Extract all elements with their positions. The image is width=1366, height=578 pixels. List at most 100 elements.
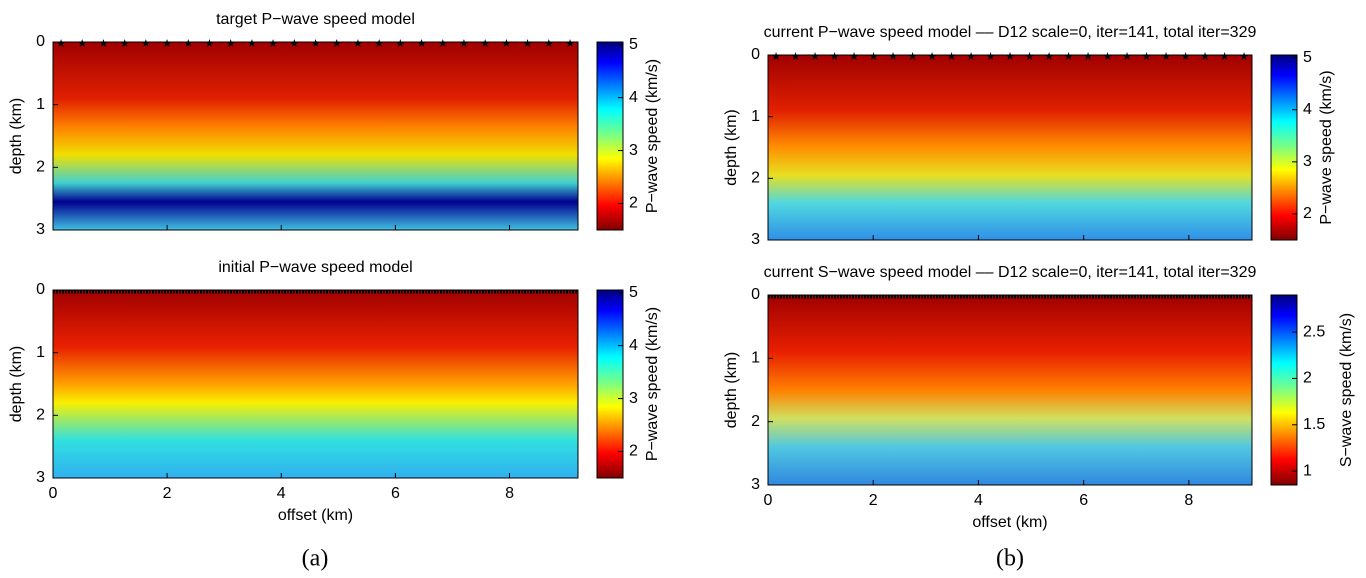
- y-tick-label: 3: [751, 476, 760, 493]
- source-marker: ★: [791, 51, 801, 63]
- y-tick-label: 0: [36, 33, 45, 50]
- x-tick-label: 2: [869, 492, 878, 509]
- source-marker: ★: [141, 38, 151, 50]
- colorbar-tick-label: 1: [1303, 462, 1312, 479]
- colorbar-label: P−wave speed (km/s): [644, 307, 661, 461]
- y-tick-label: 1: [36, 344, 45, 361]
- colorbar-tick-label: 2.5: [1303, 323, 1325, 340]
- colorbar-label: P−wave speed (km/s): [1318, 70, 1335, 224]
- y-tick-label: 3: [751, 231, 760, 248]
- source-marker: ★: [1161, 51, 1171, 63]
- y-tick-label: 0: [751, 286, 760, 303]
- field-image: [53, 290, 578, 478]
- field-image: [768, 55, 1252, 240]
- source-marker: ★: [908, 51, 918, 63]
- x-tick-label: 4: [974, 492, 983, 509]
- y-tick-label: 1: [36, 96, 45, 113]
- y-axis-label: depth (km): [8, 98, 25, 174]
- field-image: [768, 295, 1252, 485]
- colorbar-tick-label: 3: [629, 142, 638, 159]
- source-marker: ★: [247, 38, 257, 50]
- source-marker: ★: [77, 38, 87, 50]
- colorbar-label: P−wave speed (km/s): [644, 59, 661, 213]
- source-marker: ★: [289, 38, 299, 50]
- source-marker: ★: [1005, 51, 1015, 63]
- y-tick-label: 1: [751, 108, 760, 125]
- source-marker: ★: [830, 51, 840, 63]
- y-tick-label: 2: [751, 413, 760, 430]
- y-tick-label: 0: [36, 281, 45, 298]
- chart-title: initial P−wave speed model: [218, 259, 412, 276]
- y-tick-label: 0: [751, 46, 760, 63]
- chart-title: current P−wave speed model –– D12 scale=…: [764, 24, 1257, 41]
- source-marker: ★: [56, 38, 66, 50]
- source-marker: ★: [205, 38, 215, 50]
- y-axis-label: depth (km): [8, 346, 25, 422]
- panel-label: (b): [996, 546, 1024, 572]
- plot-frame: [767, 294, 1253, 486]
- x-tick-label: 0: [764, 492, 773, 509]
- colorbar-tick-label: 1.5: [1303, 416, 1325, 433]
- colorbar-label: S−wave speed (km/s): [1338, 313, 1355, 467]
- panel-label: (a): [302, 546, 329, 572]
- source-marker: ★: [120, 38, 130, 50]
- x-tick-label: 0: [49, 485, 58, 502]
- x-tick-label: 8: [1184, 492, 1193, 509]
- colorbar: [596, 289, 624, 479]
- y-tick-label: 3: [36, 221, 45, 238]
- source-marker: ★: [183, 38, 193, 50]
- source-marker: ★: [438, 38, 448, 50]
- source-marker: ★: [1220, 51, 1230, 63]
- source-marker: ★: [417, 38, 427, 50]
- colorbar-tick-label: 4: [629, 337, 638, 354]
- colorbar-tick-label: 4: [1303, 101, 1312, 118]
- source-marker: ★: [374, 38, 384, 50]
- source-marker: ★: [311, 38, 321, 50]
- y-axis-label: depth (km): [723, 109, 740, 185]
- colorbar: [1270, 54, 1298, 241]
- colorbar-tick-label: 2: [629, 443, 638, 460]
- y-tick-label: 2: [36, 159, 45, 176]
- source-marker: ★: [869, 51, 879, 63]
- source-marker: ★: [1142, 51, 1152, 63]
- source-marker: ★: [771, 51, 781, 63]
- source-marker: ★: [966, 51, 976, 63]
- source-marker: ★: [927, 51, 937, 63]
- source-marker: ★: [849, 51, 859, 63]
- colorbar-tick-label: 2: [1303, 205, 1312, 222]
- field-image: [53, 42, 578, 230]
- source-marker: ★: [947, 51, 957, 63]
- source-marker: ★: [501, 38, 511, 50]
- source-marker: ★: [565, 38, 575, 50]
- colorbar-tick-label: 2: [1303, 370, 1312, 387]
- y-tick-label: 2: [36, 407, 45, 424]
- x-tick-label: 6: [391, 485, 400, 502]
- plot-frame: [52, 41, 579, 231]
- chart-title: current S−wave speed model –– D12 scale=…: [764, 264, 1257, 281]
- source-marker: ★: [1083, 51, 1093, 63]
- source-marker: ★: [98, 38, 108, 50]
- colorbar-tick-label: 5: [629, 284, 638, 301]
- source-marker: ★: [810, 51, 820, 63]
- colorbar-tick-label: 2: [629, 195, 638, 212]
- y-tick-label: 2: [751, 170, 760, 187]
- colorbar-tick-label: 4: [629, 89, 638, 106]
- x-tick-label: 6: [1079, 492, 1088, 509]
- source-marker: ★: [888, 51, 898, 63]
- source-marker: ★: [226, 38, 236, 50]
- colorbar-tick-label: 5: [629, 36, 638, 53]
- source-marker: ★: [459, 38, 469, 50]
- source-marker: ★: [1025, 51, 1035, 63]
- source-marker: ★: [332, 38, 342, 50]
- source-marker: ★: [1239, 51, 1249, 63]
- colorbar: [596, 41, 624, 231]
- x-axis-label: offset (km): [278, 507, 353, 524]
- plot-frame: [767, 54, 1253, 241]
- source-marker: ★: [523, 38, 533, 50]
- source-marker: ★: [1181, 51, 1191, 63]
- source-marker: ★: [268, 38, 278, 50]
- source-marker: ★: [986, 51, 996, 63]
- source-marker: ★: [353, 38, 363, 50]
- x-tick-label: 2: [163, 485, 172, 502]
